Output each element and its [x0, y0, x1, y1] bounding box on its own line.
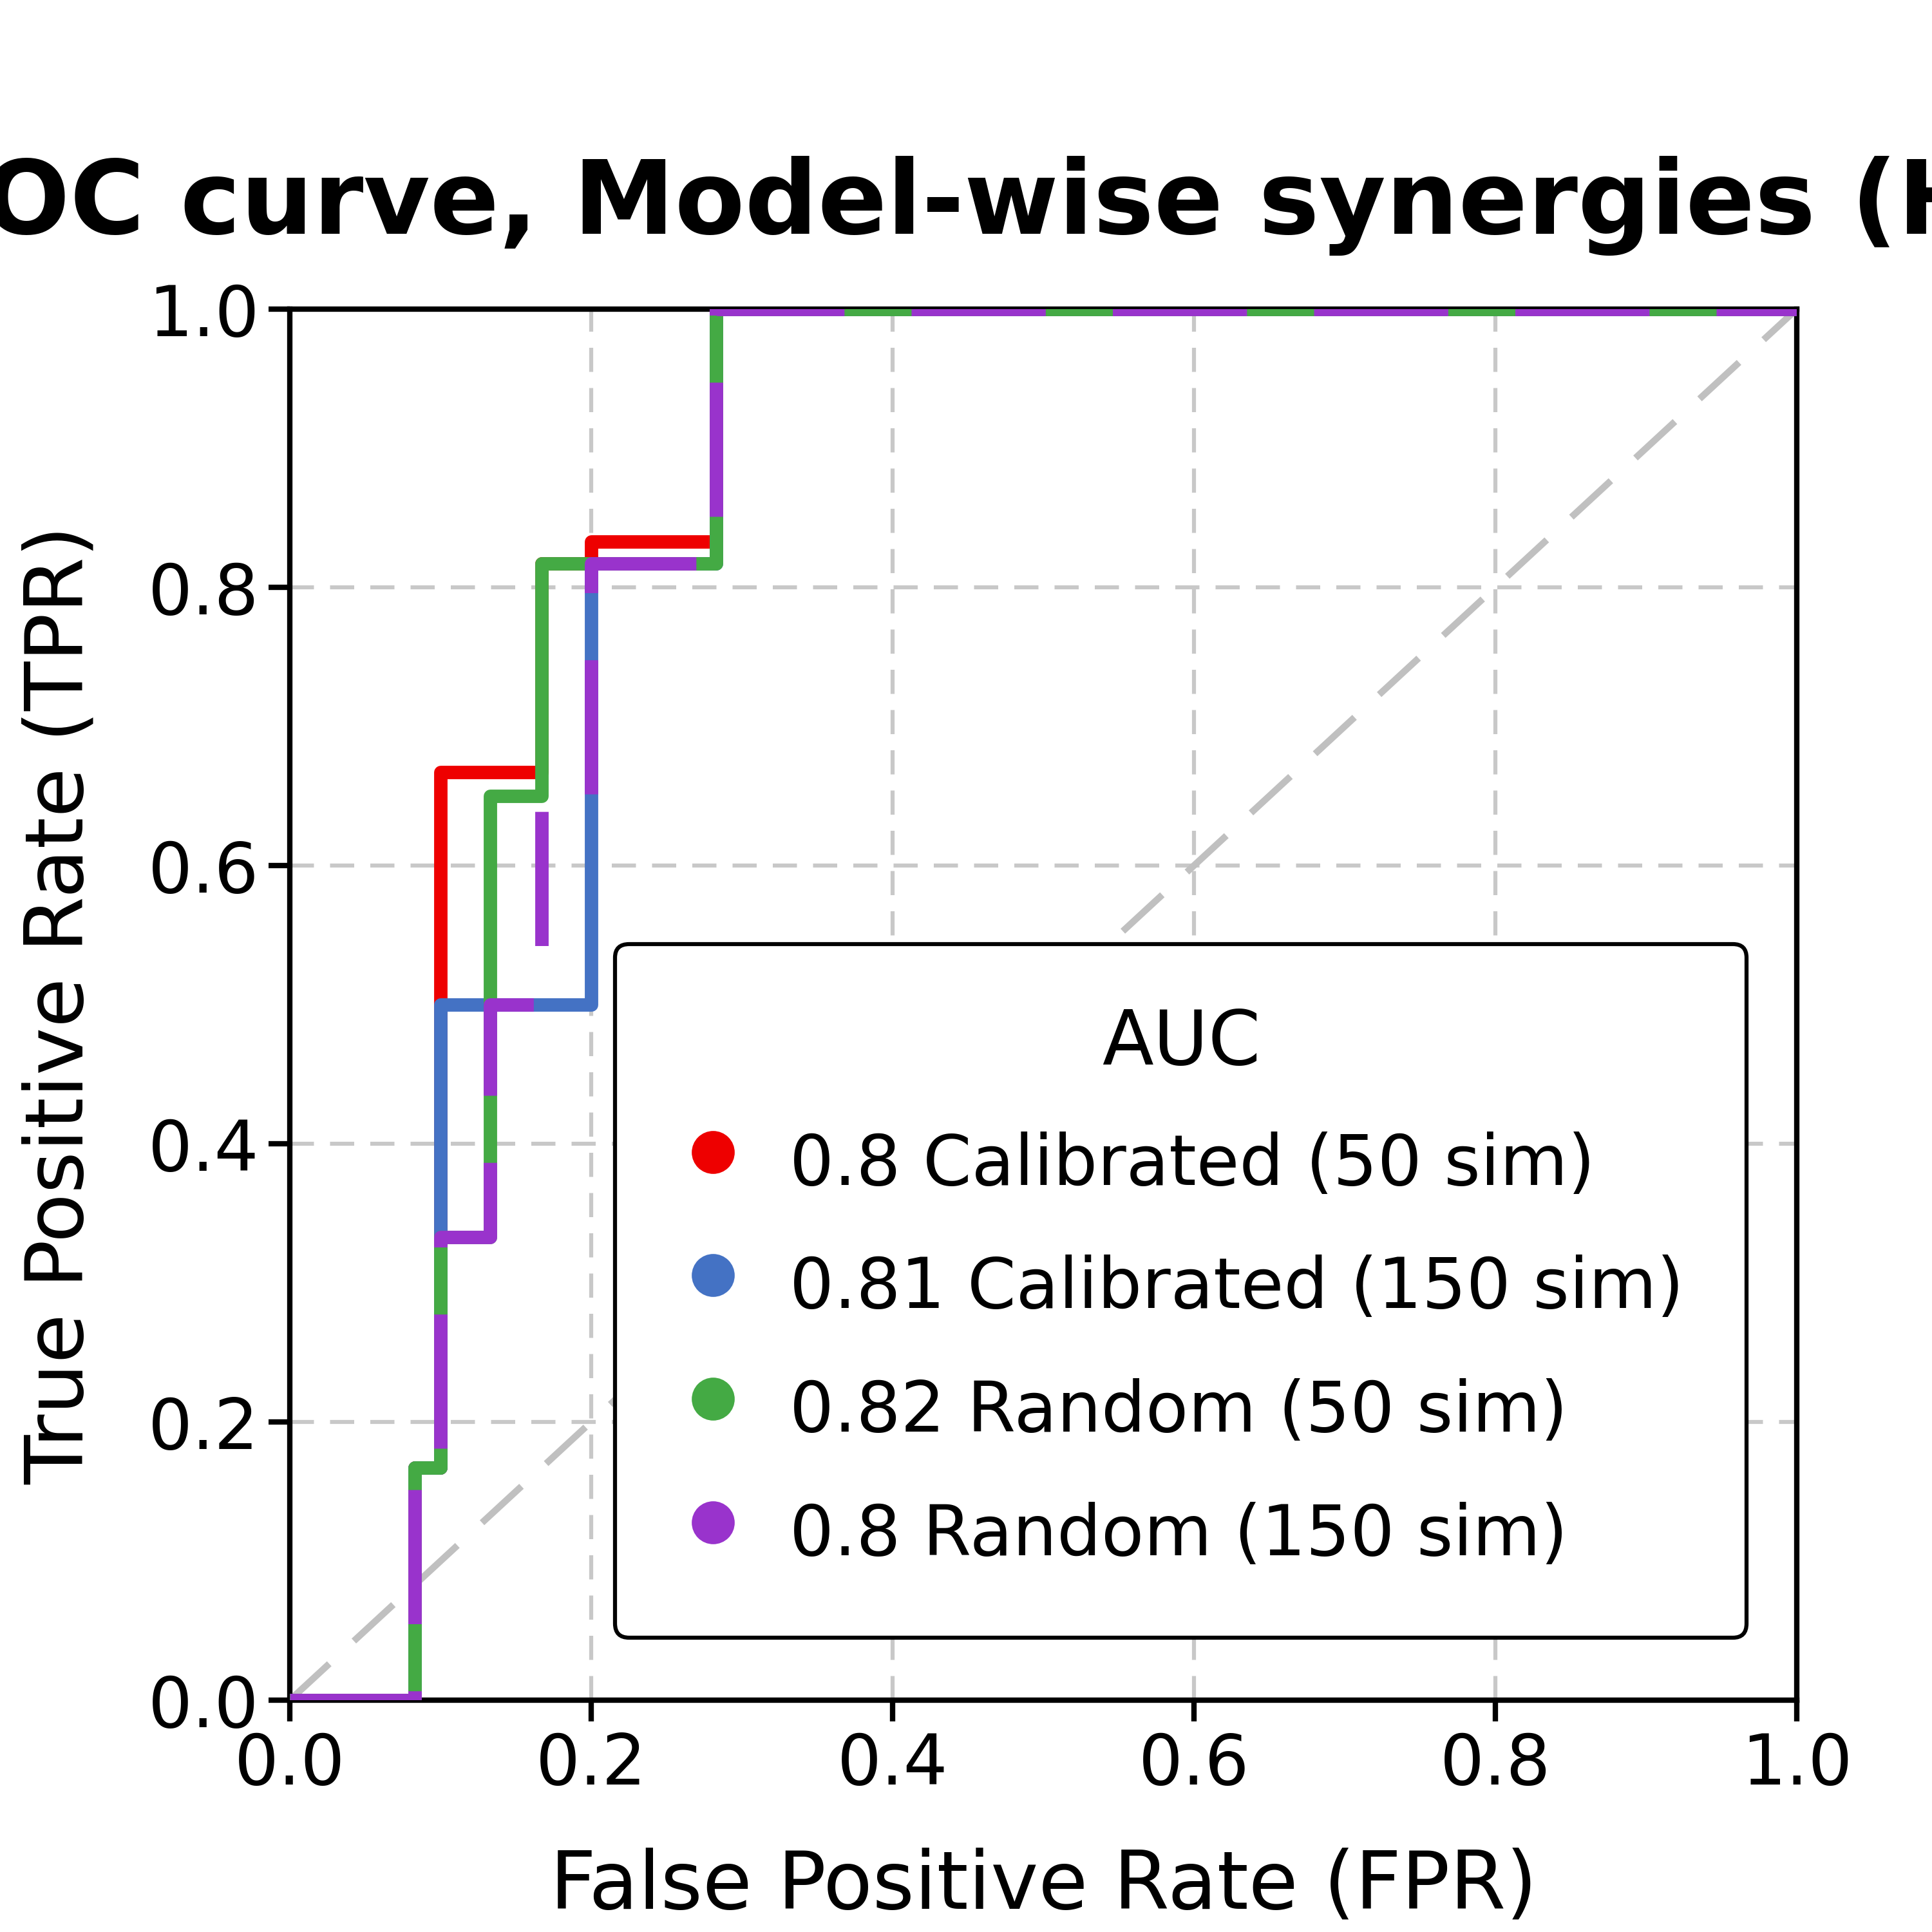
Y-axis label: True Positive Rate (TPR): True Positive Rate (TPR) [21, 526, 100, 1484]
X-axis label: False Positive Rate (FPR): False Positive Rate (FPR) [549, 1847, 1538, 1926]
Title: ROC curve, Model-wise synergies (HSA): ROC curve, Model-wise synergies (HSA) [0, 156, 1932, 255]
Legend: 0.8 Calibrated (50 sim), 0.81 Calibrated (150 sim), 0.82 Random (50 sim), 0.8 Ra: 0.8 Calibrated (50 sim), 0.81 Calibrated… [614, 945, 1747, 1638]
